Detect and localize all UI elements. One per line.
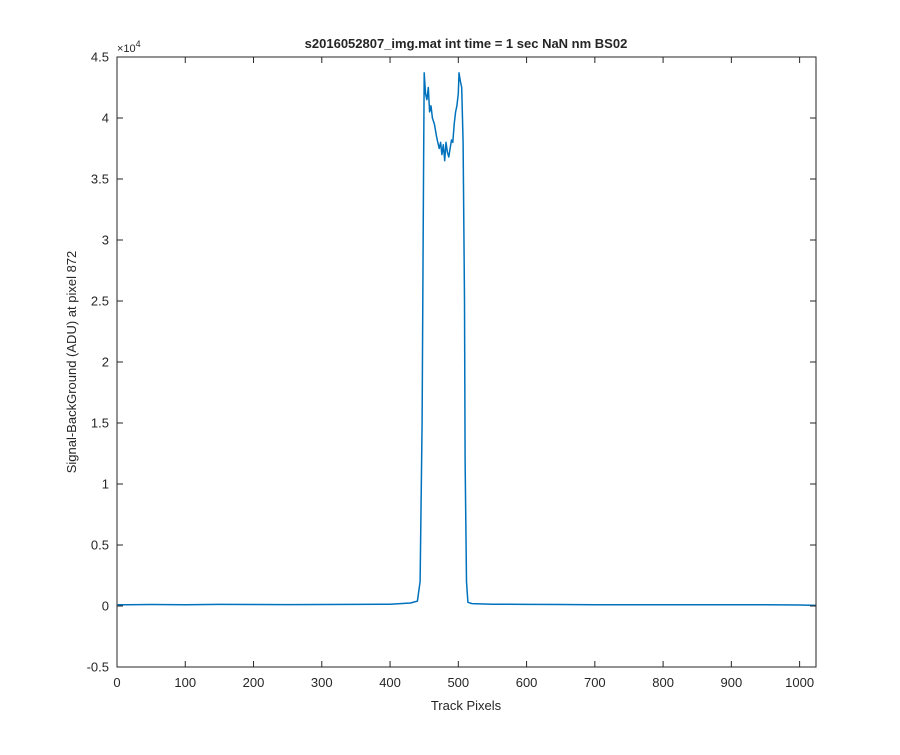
x-tick-label: 0 [113, 675, 120, 690]
y-tick-label: 0 [102, 599, 109, 614]
x-tick-label: 1000 [785, 675, 814, 690]
x-tick-label: 300 [311, 675, 333, 690]
y-axis-label: Signal-BackGround (ADU) at pixel 872 [64, 251, 79, 474]
y-exponent-base: ×10 [117, 43, 136, 55]
y-tick-label: 1.5 [91, 416, 109, 431]
x-tick-label: 600 [516, 675, 538, 690]
x-tick-label: 900 [721, 675, 743, 690]
series-line-0 [117, 72, 817, 607]
x-tick-label: 800 [652, 675, 674, 690]
y-tick-label: 4 [102, 111, 109, 126]
y-tick-label: 2 [102, 355, 109, 370]
x-axis-label: Track Pixels [431, 698, 502, 713]
y-tick-label: 3.5 [91, 172, 109, 187]
y-exponent-power: 4 [136, 39, 141, 49]
y-tick-label: 4.5 [91, 50, 109, 65]
x-tick-label: 200 [243, 675, 265, 690]
y-tick-label: 0.5 [91, 538, 109, 553]
y-tick-label: 2.5 [91, 294, 109, 309]
x-tick-label: 500 [447, 675, 469, 690]
chart-title: s2016052807_img.mat int time = 1 sec NaN… [305, 36, 628, 51]
y-tick-label: 3 [102, 233, 109, 248]
y-tick-label: 1 [102, 477, 109, 492]
x-tick-label: 400 [379, 675, 401, 690]
y-exponent-label: ×104 [117, 39, 141, 55]
x-tick-label: 100 [174, 675, 196, 690]
x-tick-label: 700 [584, 675, 606, 690]
y-tick-label: -0.5 [87, 660, 109, 675]
